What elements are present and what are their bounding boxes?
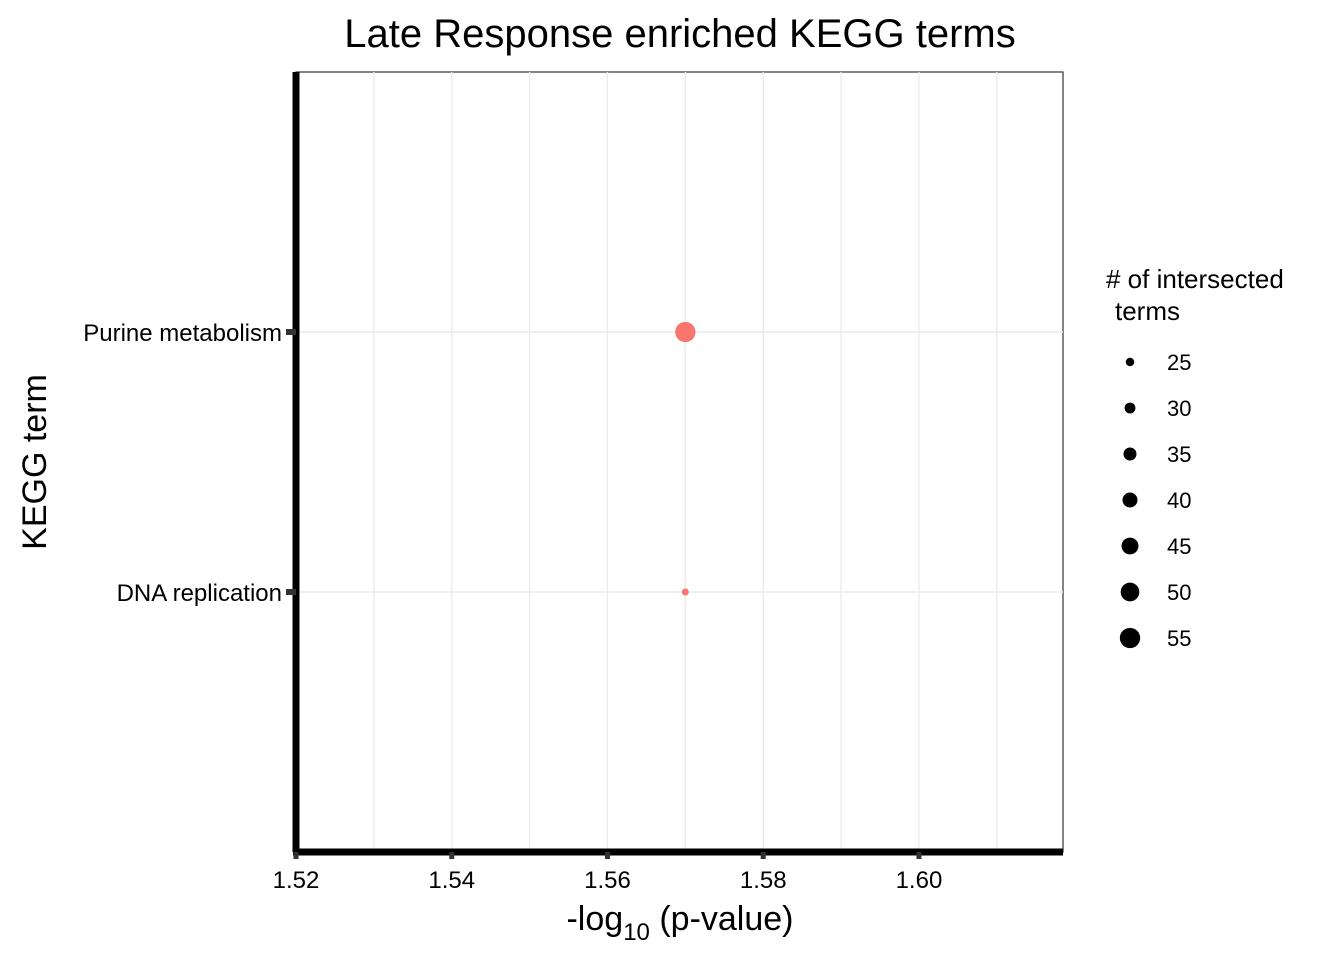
x-tick-label: 1.52	[273, 867, 320, 894]
legend-label: 45	[1167, 534, 1191, 559]
legend-key	[1121, 537, 1139, 555]
legend-label: 55	[1167, 626, 1191, 651]
x-axis-title-suffix: (p-value)	[650, 900, 794, 938]
legend-label: 40	[1167, 488, 1191, 513]
x-tick-label: 1.58	[740, 867, 787, 894]
grid	[295, 72, 1063, 852]
x-axis-ticks: 1.52 1.54 1.56 1.58 1.60	[273, 852, 943, 894]
points	[675, 321, 696, 596]
chart-title: Late Response enriched KEGG terms	[344, 12, 1015, 56]
legend-key	[1122, 492, 1138, 508]
data-point	[675, 321, 696, 343]
legend-key	[1125, 357, 1135, 367]
legend-title-line1: # of intersected	[1106, 264, 1284, 294]
data-point	[681, 588, 689, 596]
legend-key	[1120, 582, 1140, 602]
x-tick-label: 1.56	[584, 867, 631, 894]
legend-label: 35	[1167, 442, 1191, 467]
legend: # of intersected terms 25 30 35 40 45 50 55	[1106, 264, 1284, 651]
legend-title-line2: terms	[1115, 296, 1180, 326]
legend-key	[1123, 447, 1137, 461]
y-axis-ticks: DNA replication Purine metabolism	[83, 320, 296, 607]
y-axis-title: KEGG term	[16, 374, 54, 550]
x-tick-label: 1.54	[428, 867, 475, 894]
x-tick-label: 1.60	[896, 867, 943, 894]
legend-label: 50	[1167, 580, 1191, 605]
x-axis-title-subscript: 10	[623, 919, 650, 946]
legend-key	[1119, 627, 1141, 649]
x-axis-title-prefix: -log	[566, 900, 623, 938]
legend-entries: 25 30 35 40 45 50 55	[1119, 350, 1191, 651]
legend-label: 30	[1167, 396, 1191, 421]
x-axis-title: -log10 (p-value)	[566, 900, 793, 946]
y-tick-label: Purine metabolism	[83, 320, 282, 347]
y-tick-label: DNA replication	[117, 580, 282, 607]
legend-label: 25	[1167, 350, 1191, 375]
plot-panel	[295, 71, 1064, 853]
legend-key	[1124, 402, 1136, 414]
